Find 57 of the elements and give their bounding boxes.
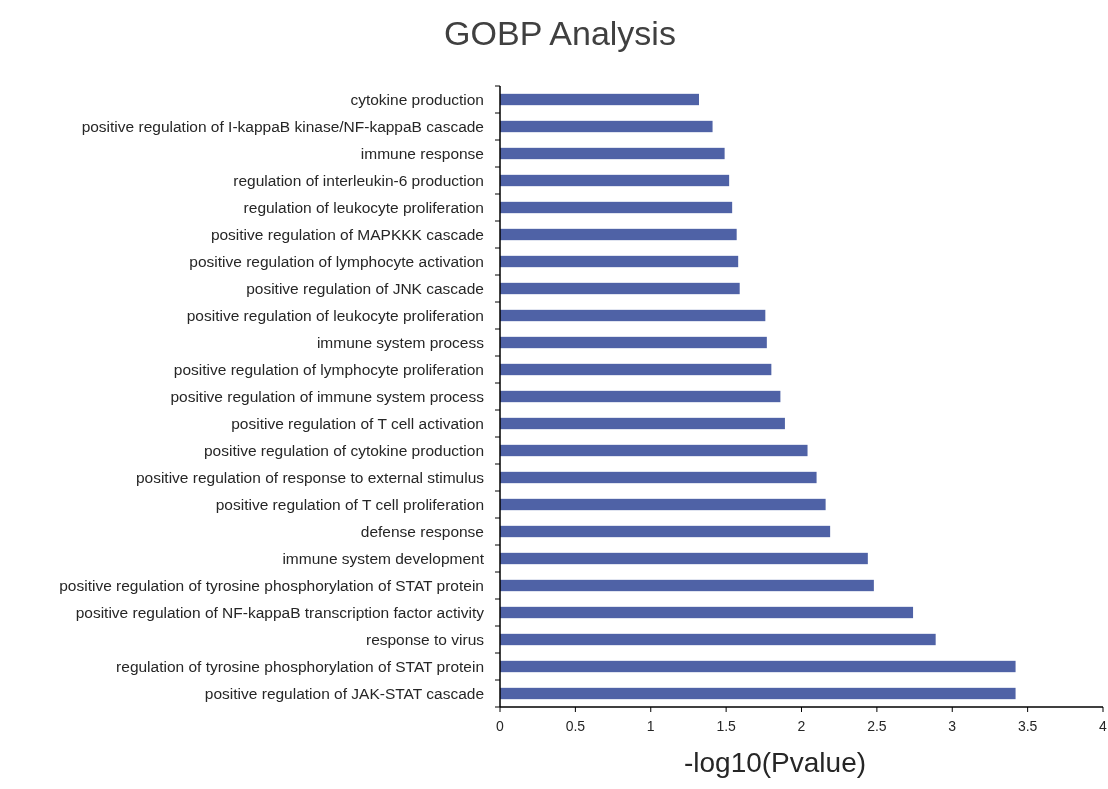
y-tick-label: positive regulation of I-kappaB kinase/NF-kappaB cascade [81,117,484,135]
bar [500,282,740,295]
x-tick-label: 4 [1099,718,1108,734]
bar [500,255,739,268]
y-tick-label: immune response [360,144,484,162]
y-tick-label: positive regulation of JNK cascade [246,279,484,297]
y-tick-label: defense response [360,522,484,540]
x-tick-label: 1.5 [716,718,737,734]
x-tick-label: 3 [948,718,957,734]
x-tick-label: 3.5 [1017,718,1038,734]
x-axis-title: -log10(Pvalue) [683,747,867,778]
y-tick-label: positive regulation of T cell proliferation [215,495,484,513]
bar [500,687,1016,700]
bar [500,93,699,106]
bar [500,552,868,565]
y-tick-label: positive regulation of lymphocyte activation [189,252,484,270]
bar [500,606,914,619]
bar [500,120,713,133]
bar [500,174,730,187]
bar [500,147,725,160]
y-tick-label: positive regulation of JAK-STAT cascade [204,684,484,702]
x-tick-label: 2.5 [867,718,887,734]
bar [500,660,1016,673]
bar [500,309,766,322]
bar [500,390,781,403]
bar [500,498,826,511]
bar [500,228,737,241]
bar [500,363,772,376]
y-tick-label: cytokine production [350,90,484,108]
y-tick-label: regulation of leukocyte proliferation [243,198,484,216]
x-tick-label: 2 [797,718,806,734]
x-tick-label: 1 [646,718,655,734]
x-tick-label: 0 [496,718,505,734]
y-tick-label: immune system process [316,333,485,351]
y-tick-label: positive regulation of immune system process [170,387,485,405]
bar [500,579,874,592]
y-tick-label: positive regulation of NF-kappaB transcription factor activity [75,603,485,621]
bar [500,201,733,214]
y-tick-label: positive regulation of tyrosine phosphorylation of STAT protein [59,576,484,594]
y-tick-label: positive regulation of MAPKKK cascade [210,225,484,243]
y-tick-label: positive regulation of T cell activation [231,414,484,432]
bar [500,444,808,457]
y-tick-label: positive regulation of lymphocyte proliferation [173,360,484,378]
bar [500,633,936,646]
chart-title: GOBP Analysis [444,14,676,52]
y-tick-label: positive regulation of leukocyte proliferation [186,306,484,324]
bar [500,417,785,430]
bar [500,336,767,349]
y-tick-label: regulation of tyrosine phosphorylation of STAT protein [116,657,484,675]
y-tick-label: response to virus [365,630,485,648]
bar [500,471,817,484]
bar [500,525,831,538]
x-tick-label: 0.5 [565,718,586,734]
y-tick-label: positive regulation of response to external stimulus [135,468,485,486]
y-tick-label: regulation of interleukin-6 production [233,171,484,189]
y-tick-label: positive regulation of cytokine production [203,441,484,459]
y-tick-label: immune system development [282,549,485,567]
